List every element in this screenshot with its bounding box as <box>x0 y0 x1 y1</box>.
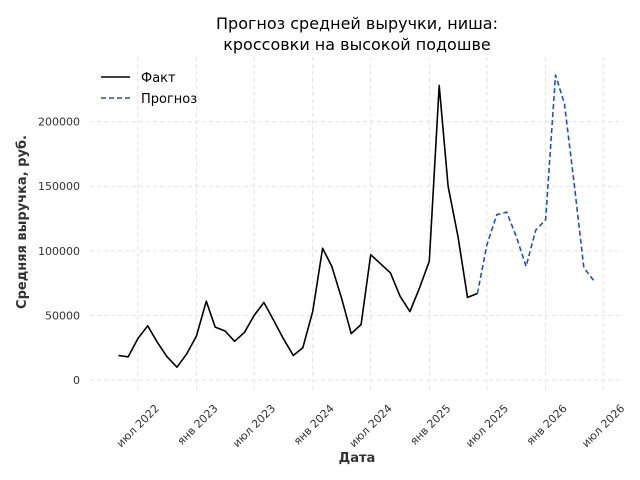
y-tick-label: 200000 <box>38 116 80 129</box>
x-tick-label: июл 2025 <box>463 402 511 450</box>
x-tick-label: янв 2026 <box>524 402 570 448</box>
y-tick-label: 0 <box>73 374 80 387</box>
series-lines <box>118 74 595 369</box>
x-tick-label: янв 2025 <box>408 402 454 448</box>
x-axis-ticks: июл 2022 янв 2023 июл 2023 янв 2024 июл 2024… <box>114 402 627 450</box>
series-line-2 <box>476 74 595 294</box>
series-line-1 <box>118 84 478 369</box>
y-axis-label: Средняя выручка, руб. <box>15 135 30 309</box>
y-axis-ticks: 0 50000 100000 150000 200000 <box>38 116 80 387</box>
chart-title: Прогноз средней выручки, ниша: кроссовки… <box>216 14 498 54</box>
grid <box>90 57 623 393</box>
x-tick-label: июл 2023 <box>230 402 278 450</box>
legend: Факт Прогноз <box>101 71 197 107</box>
y-tick-label: 50000 <box>45 309 80 322</box>
x-tick-label: янв 2023 <box>175 402 221 448</box>
chart-title-line-1: Прогноз средней выручки, ниша: <box>216 14 498 33</box>
x-tick-label: июл 2026 <box>579 402 627 450</box>
y-tick-label: 100000 <box>38 245 80 258</box>
x-tick-label: июл 2022 <box>114 402 162 450</box>
y-tick-label: 150000 <box>38 180 80 193</box>
x-tick-label: янв 2024 <box>291 402 337 448</box>
chart-title-line-2: кроссовки на высокой подошве <box>223 35 491 54</box>
legend-label: Прогноз <box>141 92 197 107</box>
x-axis-label: Дата <box>339 451 376 466</box>
x-tick-label: июл 2024 <box>347 402 395 450</box>
legend-label: Факт <box>141 71 176 86</box>
